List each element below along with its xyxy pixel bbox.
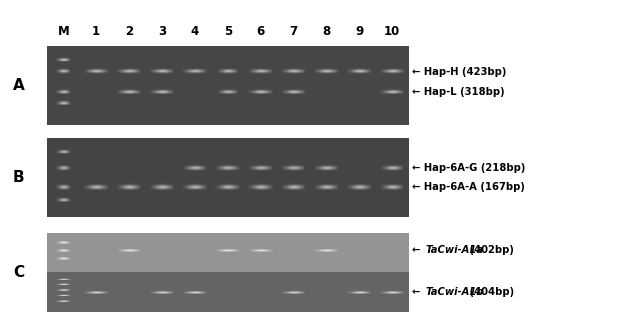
Text: 4: 4 [191, 25, 199, 38]
Text: TaCwi-A1a: TaCwi-A1a [426, 245, 484, 255]
Text: ← Hap-6A-G (218bp): ← Hap-6A-G (218bp) [412, 163, 525, 173]
Text: TaCwi-A1b: TaCwi-A1b [426, 287, 484, 297]
Text: 8: 8 [323, 25, 331, 38]
Text: ← Hap-L (318bp): ← Hap-L (318bp) [412, 87, 504, 97]
Text: (404bp): (404bp) [466, 287, 514, 297]
Text: (402bp): (402bp) [466, 245, 514, 255]
Text: C: C [13, 265, 24, 280]
Text: 2: 2 [125, 25, 133, 38]
Text: B: B [13, 170, 24, 185]
Text: ←: ← [412, 245, 424, 255]
Text: ← Hap-6A-A (167bp): ← Hap-6A-A (167bp) [412, 182, 525, 192]
Text: 1: 1 [92, 25, 100, 38]
Text: M: M [57, 25, 69, 38]
Text: 7: 7 [290, 25, 298, 38]
Text: 9: 9 [355, 25, 364, 38]
Text: A: A [13, 78, 24, 93]
Text: 10: 10 [384, 25, 401, 38]
Text: ← Hap-H (423bp): ← Hap-H (423bp) [412, 66, 506, 77]
Text: 5: 5 [223, 25, 232, 38]
Text: ←: ← [412, 287, 424, 297]
Text: 3: 3 [158, 25, 166, 38]
Text: 6: 6 [256, 25, 265, 38]
